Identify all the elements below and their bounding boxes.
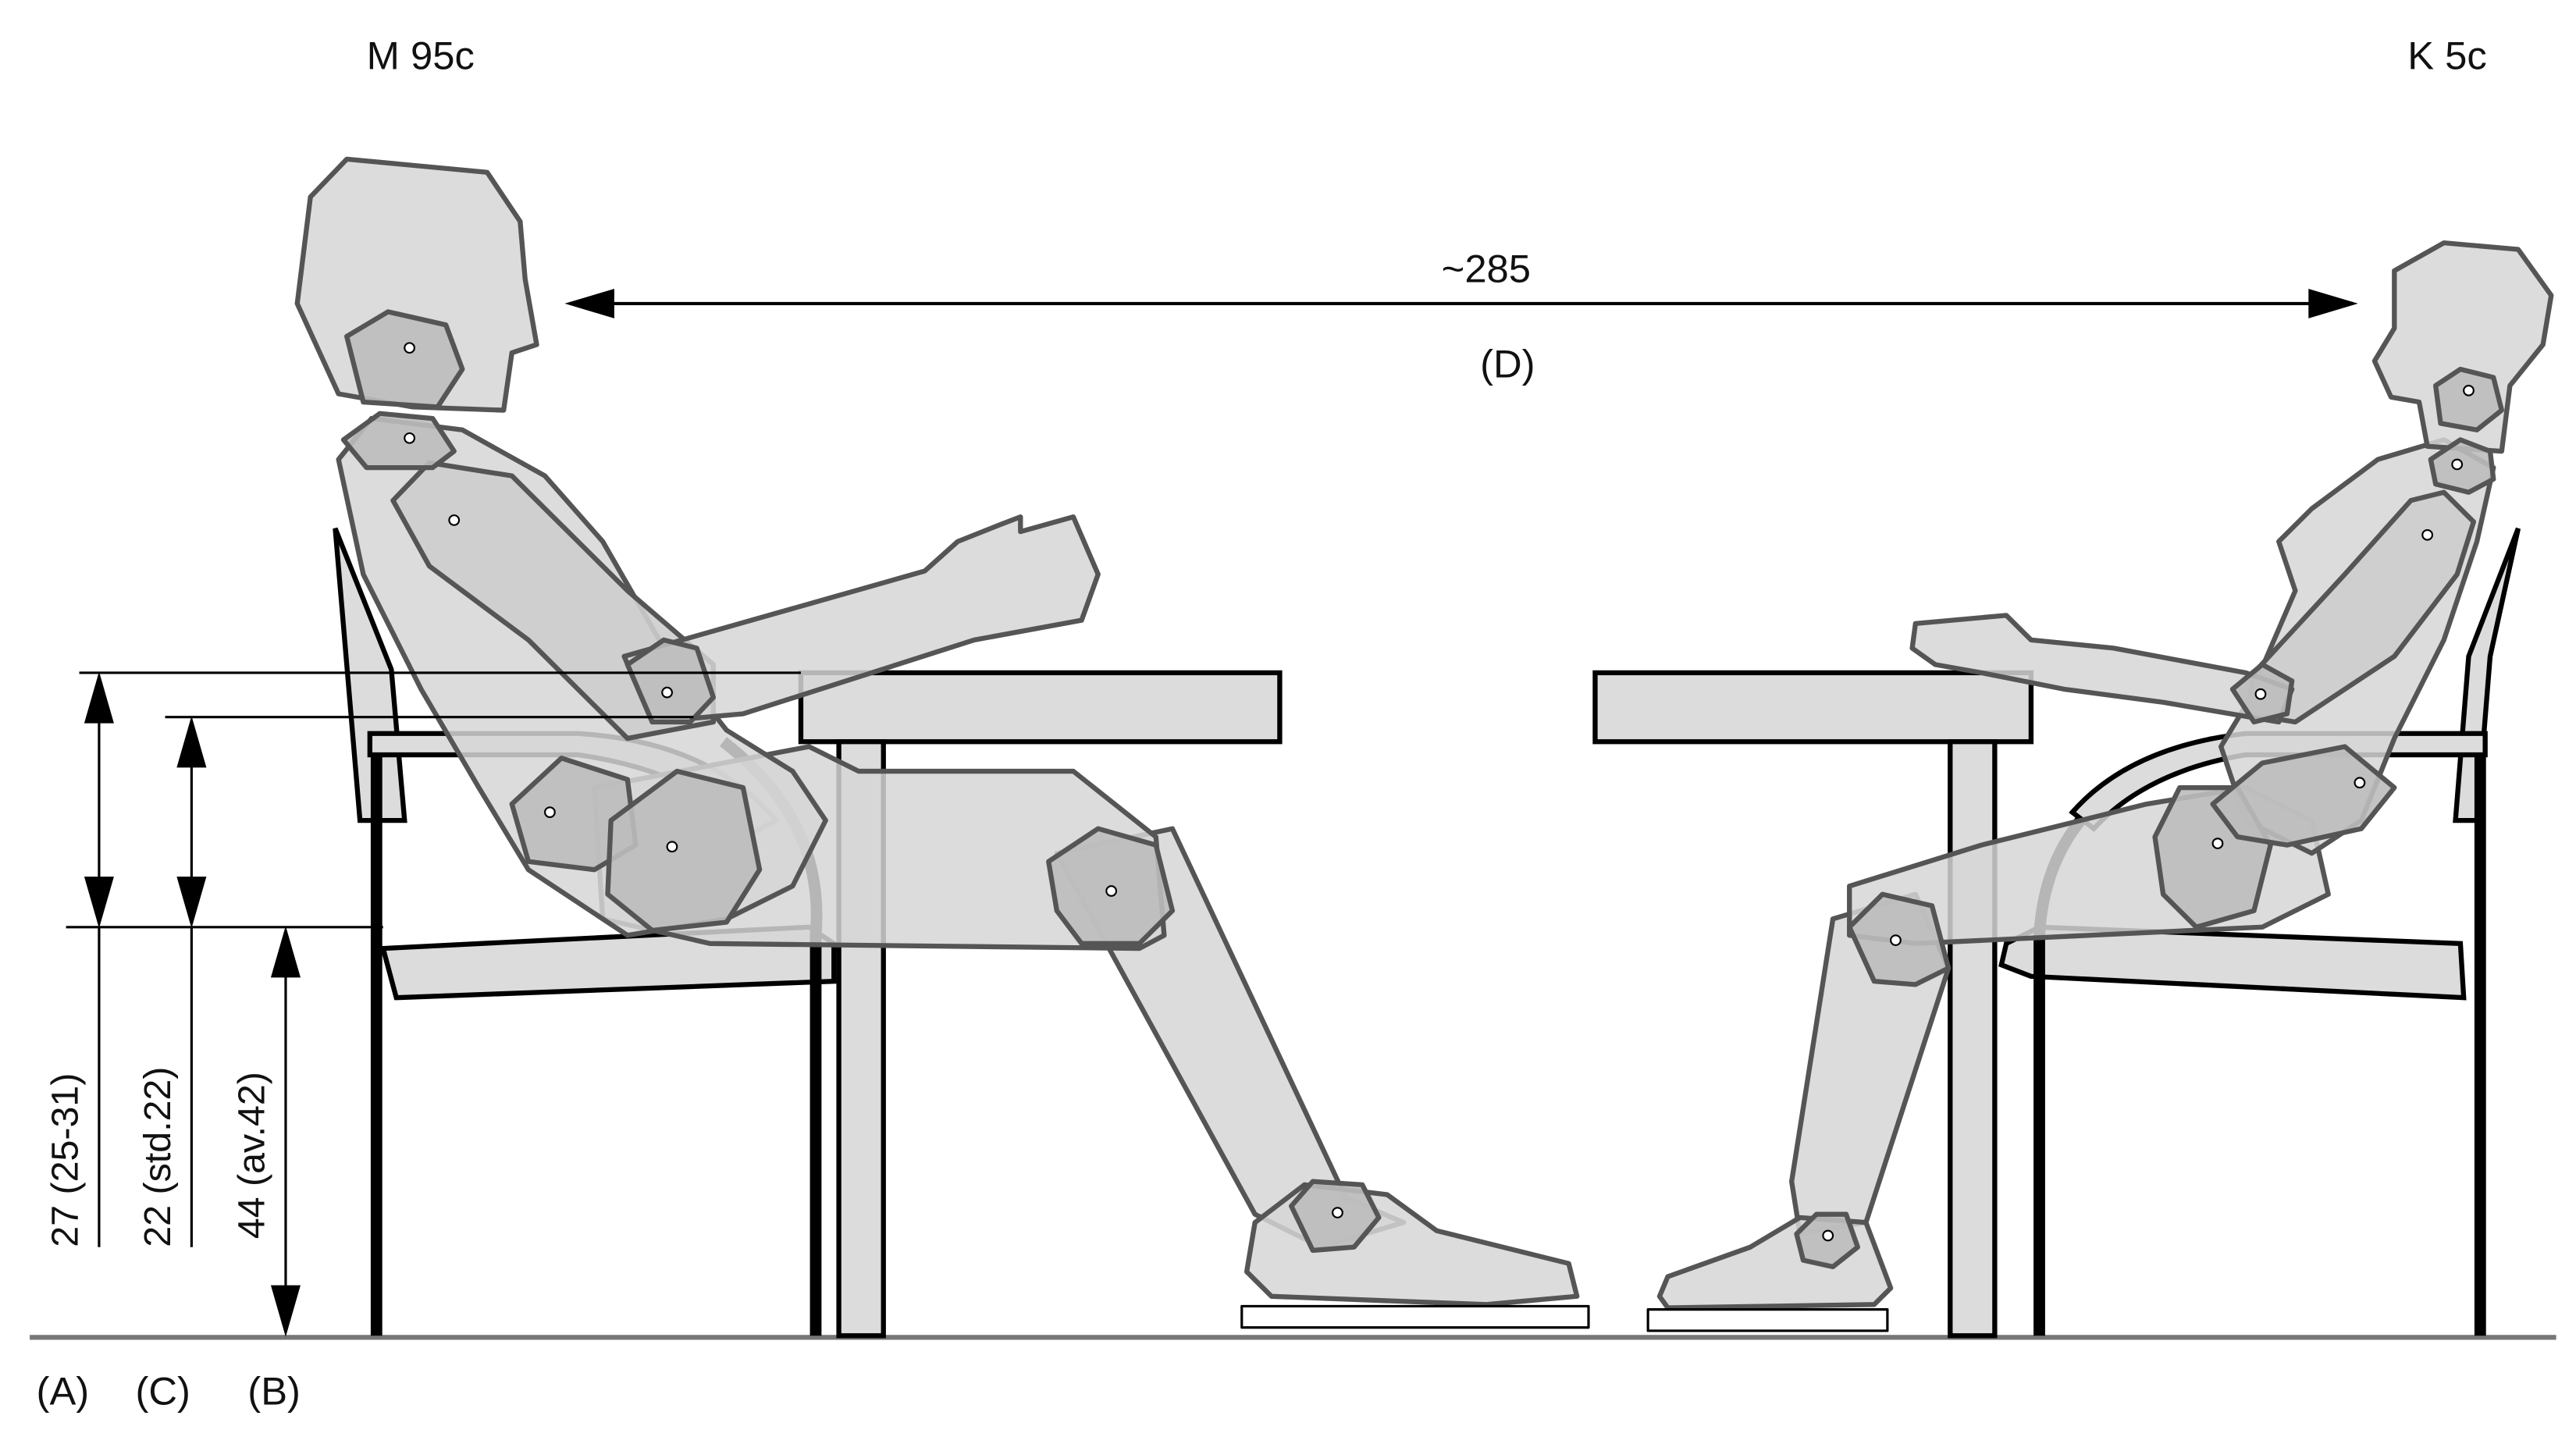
dim-c-arrow-top — [176, 716, 207, 768]
right-figure-forearm — [1909, 613, 2295, 725]
left-figure-joint-dots — [404, 342, 1343, 1218]
distance-arrow-right — [2308, 289, 2358, 318]
right-figure-hip-joint-2 — [2210, 744, 2397, 848]
dim-c-arrow-bottom — [176, 877, 207, 929]
right-figure-joint-dots — [1822, 384, 2475, 1242]
right-figure-foot — [1656, 1215, 1894, 1311]
right-figure-head — [2371, 240, 2554, 454]
distance-arrow-left — [564, 289, 614, 318]
left-figure-label: M 95c — [367, 33, 475, 77]
dim-a-value: 27 (25-31) — [44, 1073, 86, 1247]
left-figure-elbow-joint — [624, 637, 717, 725]
dim-a-arrow-bottom — [84, 877, 114, 929]
dim-c-value: 22 (std.22) — [137, 1067, 179, 1247]
left-figure-shoe-sole — [1240, 1304, 1590, 1329]
right-table-top — [1592, 670, 2034, 745]
dim-b-arrow-top — [270, 926, 301, 978]
dim-b-value: 44 (av.42) — [230, 1072, 272, 1239]
dim-a-tag: (A) — [37, 1369, 90, 1414]
right-chair — [1998, 527, 2521, 1336]
right-figure-shoe-sole — [1646, 1308, 1889, 1332]
right-table-leg — [1948, 739, 1998, 1339]
left-figure-forearm — [621, 514, 1101, 725]
dim-b-tag: (B) — [247, 1369, 301, 1414]
right-figure — [1646, 240, 2554, 1332]
right-figure-label: K 5c — [2407, 33, 2487, 77]
left-figure-neck-joint — [340, 411, 457, 471]
distance-tag: (D) — [1480, 342, 1535, 386]
right-table — [1592, 670, 2034, 1339]
distance-arrow — [564, 289, 2358, 318]
right-figure-jaw-joint — [2433, 366, 2504, 432]
dim-c-tag: (C) — [135, 1369, 190, 1414]
left-figure — [294, 156, 1590, 1329]
left-figure-knee-hip-joint — [605, 768, 763, 934]
left-table-top — [798, 670, 1283, 745]
dimension-lines — [66, 671, 801, 1337]
left-figure-jaw-joint — [344, 309, 465, 410]
dim-b-arrow-bottom — [270, 1285, 301, 1337]
dim-a-arrow-top — [84, 671, 114, 724]
distance-value: ~285 — [1442, 247, 1531, 291]
